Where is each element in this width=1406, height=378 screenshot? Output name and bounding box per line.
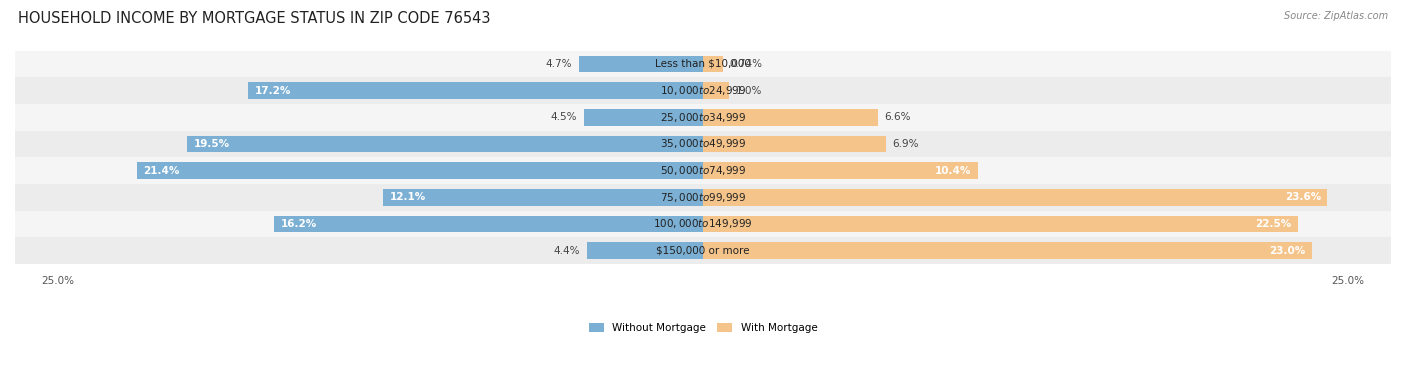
Text: $35,000 to $49,999: $35,000 to $49,999 bbox=[659, 138, 747, 150]
Text: Less than $10,000: Less than $10,000 bbox=[655, 59, 751, 69]
Legend: Without Mortgage, With Mortgage: Without Mortgage, With Mortgage bbox=[589, 323, 817, 333]
Text: 16.2%: 16.2% bbox=[281, 219, 318, 229]
Text: 19.5%: 19.5% bbox=[194, 139, 229, 149]
Text: 4.4%: 4.4% bbox=[554, 246, 579, 256]
Bar bbox=[586, 242, 703, 259]
Text: 1.0%: 1.0% bbox=[737, 85, 762, 96]
Bar bbox=[703, 56, 723, 72]
Bar bbox=[15, 237, 1391, 264]
Text: 25.0%: 25.0% bbox=[41, 276, 75, 286]
Bar bbox=[247, 82, 703, 99]
Text: 17.2%: 17.2% bbox=[254, 85, 291, 96]
Text: 4.5%: 4.5% bbox=[551, 112, 578, 122]
Text: Source: ZipAtlas.com: Source: ZipAtlas.com bbox=[1284, 11, 1388, 21]
Text: $100,000 to $149,999: $100,000 to $149,999 bbox=[654, 217, 752, 231]
Text: 4.7%: 4.7% bbox=[546, 59, 572, 69]
Text: 23.0%: 23.0% bbox=[1268, 246, 1305, 256]
Bar bbox=[703, 216, 1298, 232]
Text: 6.6%: 6.6% bbox=[884, 112, 911, 122]
Bar bbox=[583, 109, 703, 125]
Bar bbox=[15, 51, 1391, 77]
Bar bbox=[187, 136, 703, 152]
Text: $10,000 to $24,999: $10,000 to $24,999 bbox=[659, 84, 747, 97]
Text: $75,000 to $99,999: $75,000 to $99,999 bbox=[659, 191, 747, 204]
Text: 25.0%: 25.0% bbox=[1331, 276, 1365, 286]
Bar bbox=[274, 216, 703, 232]
Bar bbox=[382, 189, 703, 206]
Bar bbox=[703, 242, 1312, 259]
Text: 21.4%: 21.4% bbox=[143, 166, 180, 176]
Bar bbox=[15, 184, 1391, 211]
Text: 22.5%: 22.5% bbox=[1256, 219, 1292, 229]
Bar bbox=[15, 157, 1391, 184]
Bar bbox=[15, 104, 1391, 130]
Bar bbox=[579, 56, 703, 72]
Bar bbox=[15, 77, 1391, 104]
Text: 0.74%: 0.74% bbox=[730, 59, 762, 69]
Text: $25,000 to $34,999: $25,000 to $34,999 bbox=[659, 111, 747, 124]
Bar bbox=[136, 162, 703, 179]
Text: HOUSEHOLD INCOME BY MORTGAGE STATUS IN ZIP CODE 76543: HOUSEHOLD INCOME BY MORTGAGE STATUS IN Z… bbox=[18, 11, 491, 26]
Text: 10.4%: 10.4% bbox=[935, 166, 972, 176]
Text: $150,000 or more: $150,000 or more bbox=[657, 246, 749, 256]
Bar bbox=[703, 162, 979, 179]
Text: $50,000 to $74,999: $50,000 to $74,999 bbox=[659, 164, 747, 177]
Bar bbox=[703, 82, 730, 99]
Text: 6.9%: 6.9% bbox=[893, 139, 918, 149]
Bar bbox=[15, 211, 1391, 237]
Bar bbox=[15, 130, 1391, 157]
Bar bbox=[703, 109, 877, 125]
Bar bbox=[703, 136, 886, 152]
Text: 23.6%: 23.6% bbox=[1285, 192, 1320, 202]
Text: 12.1%: 12.1% bbox=[389, 192, 426, 202]
Bar bbox=[703, 189, 1327, 206]
